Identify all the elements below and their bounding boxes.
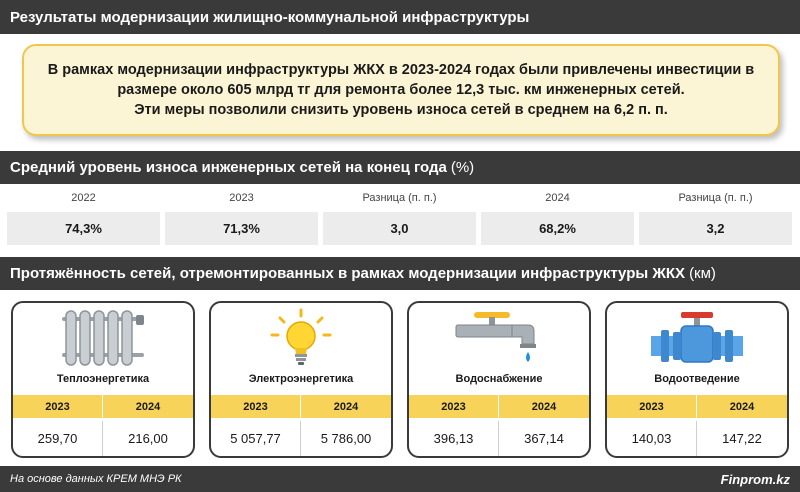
pipe-valve-icon [607, 307, 787, 369]
wear-section-title: Средний уровень износа инженерных сетей … [10, 159, 447, 176]
wear-column-label: 2024 [545, 192, 570, 204]
year-label: 2024 [729, 400, 755, 413]
year-label: 2023 [607, 395, 697, 418]
summary-line-3: Эти меры позволили снизить уровень износ… [134, 102, 668, 118]
summary-callout: В рамках модернизации инфраструктуры ЖКХ… [22, 44, 780, 136]
card-title: Теплоэнергетика [56, 373, 150, 385]
card-year-row: 2023 2024 [607, 395, 787, 418]
network-section-title: Протяжённость сетей, отремонтированных в… [10, 265, 686, 282]
summary-line-1: В рамках модернизации инфраструктуры ЖКХ… [47, 62, 755, 78]
card-value-row: 140,03 147,22 [607, 421, 787, 456]
value-2024: 147,22 [722, 431, 762, 446]
card-title: Электроэнергетика [248, 373, 354, 385]
card-title: Водоснабжение [455, 373, 543, 385]
footer: На основе данных КРЕМ МНЭ РК Finprom.kz [0, 466, 800, 492]
value-2023: 396,13 [409, 421, 499, 456]
wear-section-header: Средний уровень износа инженерных сетей … [0, 151, 800, 184]
year-label: 2024 [135, 400, 161, 413]
wear-column: 2024 68,2% [481, 184, 634, 245]
brand-logo: Finprom.kz [720, 471, 790, 487]
value-2024: 216,00 [128, 431, 168, 446]
wear-column: Разница (п. п.) 3,2 [639, 184, 792, 245]
card-value-row: 5 057,77 5 786,00 [211, 421, 391, 456]
value-2023: 140,03 [607, 421, 697, 456]
year-label: 2023 [13, 395, 103, 418]
card-value-row: 396,13 367,14 [409, 421, 589, 456]
wear-column: 2022 74,3% [7, 184, 160, 245]
value-2024: 367,14 [524, 431, 564, 446]
wear-value: 3,2 [639, 212, 792, 245]
wear-value: 68,2% [481, 212, 634, 245]
card-year-row: 2023 2024 [13, 395, 193, 418]
value-2024: 5 786,00 [320, 431, 372, 446]
network-section-unit: (км) [689, 265, 716, 282]
wear-column-label: Разница (п. п.) [362, 192, 437, 204]
wear-column-label: 2023 [229, 192, 254, 204]
year-label: 2023 [211, 395, 301, 418]
network-card-electricity: Электроэнергетика 2023 2024 5 057,77 5 7… [209, 301, 393, 458]
wear-value: 74,3% [7, 212, 160, 245]
year-label: 2024 [531, 400, 557, 413]
wear-column-label: 2022 [71, 192, 96, 204]
water-tap-icon [409, 307, 589, 369]
card-year-row: 2023 2024 [211, 395, 391, 418]
year-label: 2023 [409, 395, 499, 418]
header-band: Результаты модернизации жилищно-коммунал… [0, 0, 800, 34]
radiator-icon [13, 307, 193, 369]
wear-column: Разница (п. п.) 3,0 [323, 184, 476, 245]
card-title: Водоотведение [654, 373, 740, 385]
year-label: 2024 [333, 400, 359, 413]
value-2023: 259,70 [13, 421, 103, 456]
page-title: Результаты модернизации жилищно-коммунал… [10, 8, 530, 26]
lightbulb-icon [211, 307, 391, 369]
network-card-water-supply: Водоснабжение 2023 2024 396,13 367,14 [407, 301, 591, 458]
wear-value: 3,0 [323, 212, 476, 245]
source-note: На основе данных КРЕМ МНЭ РК [10, 473, 182, 485]
wear-table: 2022 74,3% 2023 71,3% Разница (п. п.) 3,… [0, 184, 800, 250]
wear-column-label: Разница (п. п.) [678, 192, 753, 204]
wear-column: 2023 71,3% [165, 184, 318, 245]
summary-line-2: размере около 605 млрд тг для ремонта бо… [117, 82, 685, 98]
network-card-sewerage: Водоотведение 2023 2024 140,03 147,22 [605, 301, 789, 458]
value-2023: 5 057,77 [211, 421, 301, 456]
card-value-row: 259,70 216,00 [13, 421, 193, 456]
card-year-row: 2023 2024 [409, 395, 589, 418]
network-card-heating: Теплоэнергетика 2023 2024 259,70 216,00 [11, 301, 195, 458]
network-section-header: Протяжённость сетей, отремонтированных в… [0, 257, 800, 290]
wear-value: 71,3% [165, 212, 318, 245]
wear-section-unit: (%) [450, 159, 475, 176]
